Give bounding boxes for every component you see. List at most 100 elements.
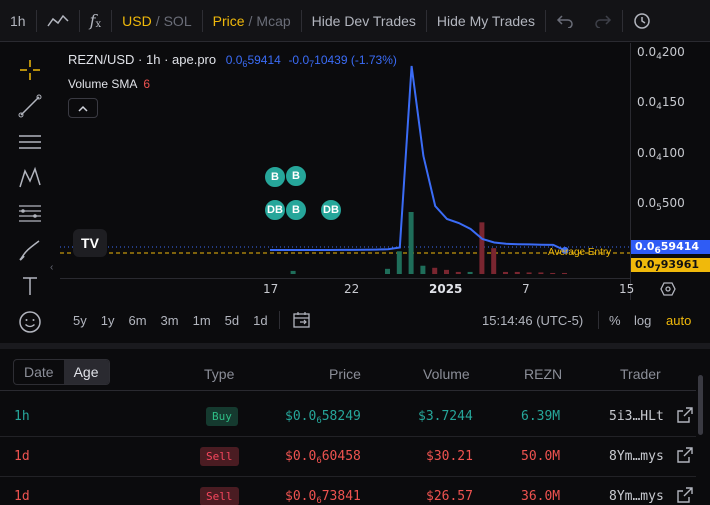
row-amount: 36.0M [521, 489, 561, 504]
chevron-up-icon [78, 105, 88, 112]
external-link-icon[interactable] [677, 487, 693, 503]
price-line [270, 65, 566, 252]
horizontal-lines-tool[interactable] [15, 127, 45, 156]
currency-sol[interactable]: SOL [163, 12, 192, 29]
price-prefix: $0.0 [285, 489, 317, 504]
col-volume: Volume [423, 366, 470, 382]
trend-line-tool[interactable] [15, 91, 45, 120]
trade-marker-dev-buy[interactable]: DB [264, 199, 286, 221]
range-1d[interactable]: 1d [253, 312, 268, 328]
date-range-button[interactable] [284, 311, 320, 329]
time-axis[interactable]: 17 22 2025 7 15 [60, 278, 634, 300]
trade-marker-buy[interactable]: B [285, 165, 307, 187]
text-icon [23, 276, 37, 295]
divider [111, 9, 113, 32]
range-1m[interactable]: 1m [192, 312, 211, 328]
panel-collapse-handle[interactable]: ‹ [50, 262, 54, 273]
tick-sub: 4 [656, 153, 662, 163]
tick-sub: 4 [656, 52, 662, 62]
price-tick: 0.04100 [637, 146, 685, 163]
col-token-amount: REZN [524, 366, 563, 382]
divider [35, 9, 37, 32]
drawing-toolbar [0, 43, 60, 343]
average-entry-badge: 0.0793961 [631, 258, 710, 274]
clock-icon [634, 12, 650, 29]
price-mcap-toggle[interactable]: Price / Mcap [203, 0, 301, 42]
row-volume: $30.21 [426, 449, 473, 464]
volume-bar [526, 272, 532, 274]
collapse-legend-button[interactable] [68, 98, 98, 118]
table-scrollbar[interactable] [698, 375, 703, 435]
trades-table: Date Age Type Price Volume REZN Trader 1… [0, 343, 710, 505]
hide-my-trades-button[interactable]: Hide My Trades [436, 12, 535, 29]
price-axis[interactable]: 0.04200 0.04150 0.04100 0.05500 0.065941… [630, 43, 710, 300]
trade-marker-buy[interactable]: B [264, 166, 286, 188]
range-3m[interactable]: 3m [160, 312, 179, 328]
log-scale-button[interactable]: log [634, 313, 652, 328]
brush-tool[interactable] [15, 235, 45, 264]
currency-usd[interactable]: USD [122, 12, 152, 29]
chart-canvas [60, 65, 630, 274]
type-badge: Sell [200, 487, 239, 505]
chart-settings-button[interactable] [656, 279, 680, 299]
trade-marker-buy[interactable]: B [285, 199, 307, 221]
table-row[interactable]: 1h Buy $0.0658249 $3.7244 6.39M 5i3…HLt [0, 397, 696, 437]
table-row[interactable]: 1d Sell $0.0660458 $30.21 50.0M 8Ym…mys [0, 437, 696, 477]
currency-toggle[interactable]: USD / SOL [112, 0, 201, 42]
range-6m[interactable]: 6m [128, 312, 147, 328]
symbol-label: REZN/USD · 1h · ape.pro [68, 52, 217, 67]
crosshair-tool[interactable] [15, 55, 45, 84]
percent-scale-button[interactable]: % [609, 313, 621, 328]
pattern-tool[interactable] [15, 163, 45, 192]
volume-bar [491, 248, 497, 274]
divider [621, 9, 623, 32]
date-tab[interactable]: Date [24, 364, 54, 380]
fib-tool[interactable] [15, 199, 45, 228]
range-5y[interactable]: 5y [73, 312, 87, 328]
price-chart[interactable] [60, 43, 710, 300]
row-trader[interactable]: 8Ym…mys [609, 489, 664, 504]
tradingview-logo[interactable]: TV [73, 229, 107, 257]
volume-bar [479, 222, 485, 274]
range-5d[interactable]: 5d [224, 312, 240, 328]
volume-sma-legend: Volume SMA 6 [68, 77, 150, 91]
table-header: Date Age Type Price Volume REZN Trader [0, 355, 696, 391]
row-trader[interactable]: 8Ym…mys [609, 449, 664, 464]
external-link-icon[interactable] [677, 447, 693, 463]
price-option[interactable]: Price [212, 12, 245, 29]
volume-bar [455, 271, 461, 274]
col-type: Type [204, 366, 235, 382]
row-trader[interactable]: 5i3…HLt [609, 409, 664, 424]
emoji-tool[interactable] [15, 307, 45, 336]
divider [544, 9, 546, 32]
age-tab[interactable]: Age [63, 360, 109, 384]
range-bar: 5y 1y 6m 3m 1m 5d 1d [60, 305, 710, 335]
current-price-badge: 0.0659414 [631, 240, 710, 256]
price-prefix: $0.0 [285, 449, 317, 464]
history-button[interactable] [623, 0, 651, 42]
marker-label: B [292, 204, 300, 216]
mcap-option[interactable]: Mcap [256, 12, 291, 29]
undo-button[interactable] [546, 0, 584, 42]
chart-type-button[interactable] [37, 0, 79, 42]
interval-selector[interactable]: 1h [0, 0, 36, 42]
row-price: $0.0660458 [285, 449, 361, 466]
hexagon-settings-icon [660, 282, 676, 296]
brush-icon [19, 239, 40, 261]
clock-timezone[interactable]: 15:14:46 (UTC-5) [482, 313, 584, 328]
auto-scale-button[interactable]: auto [666, 313, 692, 328]
marker-label: B [271, 171, 279, 183]
volume-bar [514, 271, 520, 274]
tradingview-logo-text: TV [81, 235, 99, 251]
pattern-icon [19, 166, 41, 187]
table-row[interactable]: 1d Sell $0.0673841 $26.57 36.0M 8Ym…mys [0, 477, 696, 505]
trade-marker-dev-buy[interactable]: DB [320, 199, 342, 221]
text-tool[interactable] [15, 271, 45, 300]
external-link-icon[interactable] [677, 407, 693, 423]
redo-button[interactable] [584, 0, 622, 42]
range-1y[interactable]: 1y [100, 312, 115, 328]
tick-sub: 5 [656, 203, 662, 213]
hide-dev-trades-button[interactable]: Hide Dev Trades [311, 12, 416, 29]
